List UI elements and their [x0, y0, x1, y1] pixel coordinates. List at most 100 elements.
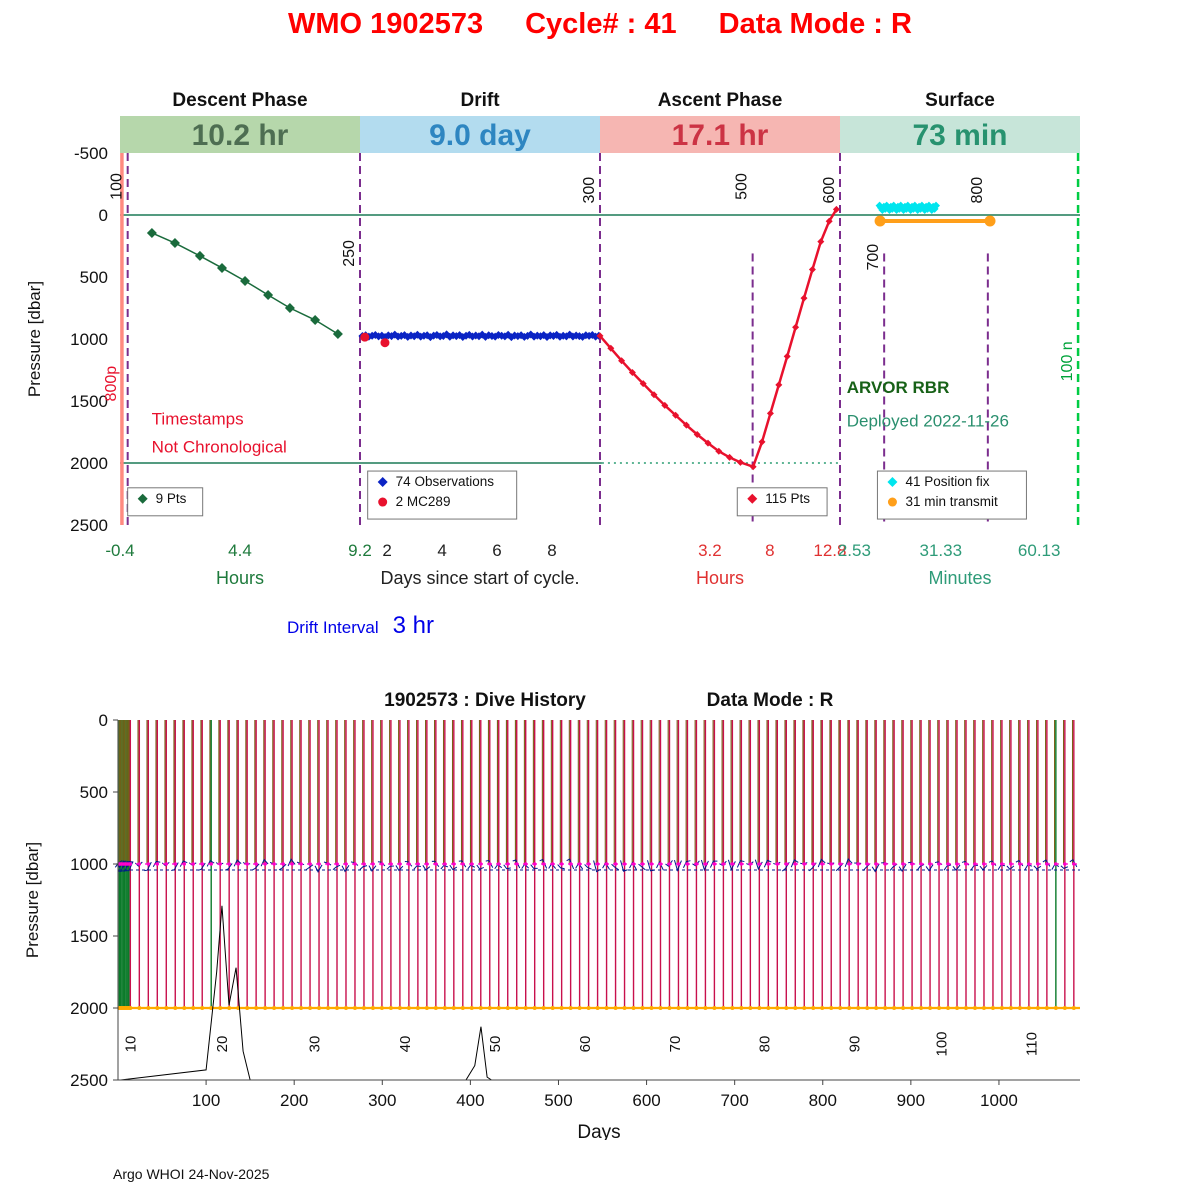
drift-marker	[524, 862, 528, 866]
profile-marker	[604, 1006, 609, 1010]
drift-marker	[479, 862, 483, 866]
profile-marker	[397, 1006, 402, 1010]
marker-descent	[310, 315, 321, 326]
profile-marker	[173, 1006, 178, 1010]
y-tick-label: 1500	[70, 392, 108, 411]
marker-ascent	[596, 332, 604, 340]
profile-marker	[1062, 1006, 1067, 1010]
profile-marker	[254, 1006, 259, 1010]
park-noise-trace	[485, 859, 494, 868]
profile-marker	[730, 1006, 735, 1010]
drift-marker	[398, 862, 402, 866]
legend-box	[127, 487, 204, 517]
marker-ascent	[749, 463, 757, 471]
profile-marker	[460, 1006, 465, 1010]
profile-marker	[990, 1006, 995, 1010]
drift-marker	[164, 862, 168, 866]
drift-marker	[595, 862, 600, 866]
drift-marker	[991, 862, 995, 866]
drift-marker	[937, 862, 941, 866]
drift-marker	[1009, 862, 1013, 866]
x-axis-unit: Hours	[216, 568, 264, 588]
profile-marker	[1035, 1006, 1040, 1010]
profile-marker	[937, 1006, 942, 1010]
profile-marker	[685, 1006, 690, 1010]
drift-marker	[856, 862, 860, 866]
drift-marker	[982, 862, 986, 866]
park-noise-trace	[709, 860, 718, 868]
drift-marker	[973, 862, 977, 866]
x-tick-label: 8	[547, 541, 556, 560]
drift-marker	[209, 862, 213, 866]
dive-history-title: 1902573 : Dive History	[384, 690, 586, 711]
park-noise-trace	[341, 865, 350, 873]
drift-marker	[299, 862, 303, 866]
drift-marker	[874, 862, 878, 866]
x-tick-label: 2	[382, 541, 391, 560]
profile-marker	[694, 1006, 699, 1010]
profile-marker	[721, 1006, 726, 1010]
park-noise-trace	[620, 860, 628, 872]
drift-marker	[443, 862, 447, 866]
x-tick-label: 100	[192, 1091, 220, 1110]
park-noise-trace	[763, 859, 772, 868]
park-noise-trace	[871, 863, 880, 873]
marker-ascent	[672, 411, 680, 419]
profile-marker	[532, 1006, 537, 1010]
drift-marker	[676, 862, 681, 866]
drift-marker	[407, 862, 411, 866]
park-noise-trace	[152, 860, 161, 867]
park-noise-trace	[638, 863, 646, 871]
profile-marker	[424, 1006, 429, 1010]
profile-marker	[326, 1006, 331, 1010]
profile-marker	[829, 1006, 834, 1010]
marker-ascent	[825, 217, 833, 225]
y-tick-label: 1500	[70, 927, 108, 946]
park-noise-trace	[458, 860, 467, 868]
park-noise-trace	[970, 864, 979, 871]
bathymetry	[120, 905, 1079, 1081]
drift-marker	[964, 862, 968, 866]
park-noise-trace	[251, 863, 260, 871]
profile-marker	[640, 1006, 645, 1010]
drift-marker	[497, 862, 501, 866]
drift-marker	[1027, 862, 1031, 866]
drift-marker	[793, 862, 797, 866]
profile-marker	[847, 1006, 852, 1010]
profile-marker	[281, 1006, 286, 1010]
drift-marker	[434, 862, 438, 866]
marker-descent	[240, 275, 251, 286]
park-noise-trace	[539, 858, 548, 869]
marker-ascent	[661, 401, 669, 409]
x-tick-label: 31.33	[920, 541, 963, 560]
park-noise-trace	[925, 864, 934, 872]
drift-marker	[811, 862, 815, 866]
profile-marker	[981, 1006, 986, 1010]
park-noise-trace	[530, 864, 538, 869]
profile-marker	[406, 1006, 411, 1010]
drift-marker	[191, 862, 195, 866]
event-label: 800	[969, 177, 986, 204]
drift-marker	[371, 862, 375, 866]
drift-marker	[416, 862, 420, 866]
annotations: Timestamps Not Chronological ARVOR RBR Depl…	[152, 378, 1009, 457]
profile-marker	[496, 1006, 501, 1010]
x-tick-label: 9.2	[348, 541, 372, 560]
profile-marker	[838, 1006, 843, 1010]
drift-marker	[272, 862, 276, 866]
profile-marker	[586, 1006, 591, 1010]
drift-marker	[766, 862, 771, 866]
profile-marker	[892, 1006, 897, 1010]
park-noise-trace	[943, 864, 952, 871]
legend-marker	[887, 497, 897, 507]
profile-marker	[487, 1006, 492, 1010]
profile-marker	[1071, 1006, 1076, 1010]
x-tick-label: 3.2	[698, 541, 722, 560]
x-axis-unit: Minutes	[928, 568, 991, 588]
drift-marker	[829, 862, 833, 866]
profile-marker	[802, 1006, 807, 1010]
profile-marker	[595, 1006, 600, 1010]
x-tick-label: 400	[456, 1091, 484, 1110]
profile-marker	[775, 1006, 780, 1010]
legend-label: 41 Position fix	[905, 474, 989, 489]
